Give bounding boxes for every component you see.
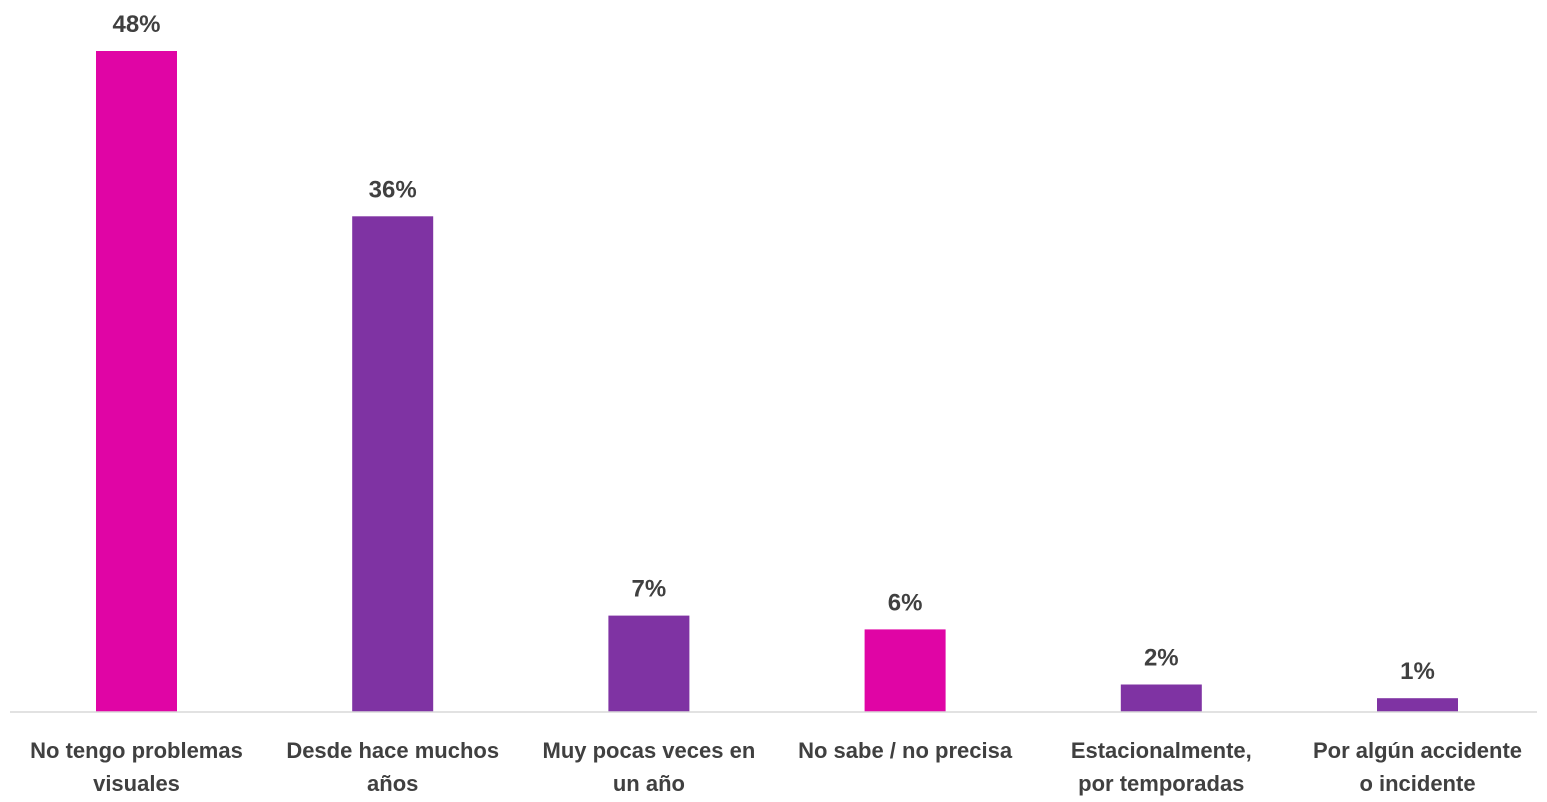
category-tick-label-line: años <box>367 771 418 796</box>
category-tick-label-line: un año <box>613 771 685 796</box>
category-tick-label-line: visuales <box>93 771 180 796</box>
category-tick-label: Por algún accidente o incidente <box>1313 738 1522 796</box>
data-label: 2% <box>1144 645 1179 672</box>
category-tick-label-line: Muy pocas veces en <box>543 738 756 763</box>
data-label: 48% <box>112 11 160 38</box>
bar <box>96 51 177 712</box>
category-tick-label-line: por temporadas <box>1078 771 1244 796</box>
data-label: 6% <box>888 589 923 616</box>
category-labels-group: No tengo problemas visuales Desde hace muc… <box>30 738 1522 796</box>
bar <box>864 629 946 712</box>
category-tick-label: Muy pocas veces en un año <box>543 738 756 796</box>
category-tick-label-line: o incidente <box>1359 771 1475 796</box>
category-tick-label: No sabe / no precisa <box>798 738 1013 763</box>
data-label: 1% <box>1400 658 1435 685</box>
category-tick-label-line: No sabe / no precisa <box>798 738 1013 763</box>
bar <box>1377 698 1458 712</box>
bar <box>1120 684 1202 712</box>
category-tick-label-line: Desde hace muchos <box>286 738 499 763</box>
category-tick-label: Desde hace muchos años <box>286 738 499 796</box>
bar <box>352 216 434 713</box>
data-label: 36% <box>369 176 417 203</box>
category-tick-label-line: No tengo problemas <box>30 738 243 763</box>
category-tick-label: Estacionalmente, por temporadas <box>1071 738 1252 796</box>
category-tick-label-line: Estacionalmente, <box>1071 738 1252 763</box>
bars-group <box>96 51 1458 713</box>
bar <box>608 615 690 712</box>
category-tick-label: No tengo problemas visuales <box>30 738 243 796</box>
category-tick-label-line: Por algún accidente <box>1313 738 1522 763</box>
value-labels-group: 48% 36% 7% 6% 2% 1% <box>112 11 1434 685</box>
data-label: 7% <box>632 576 667 603</box>
